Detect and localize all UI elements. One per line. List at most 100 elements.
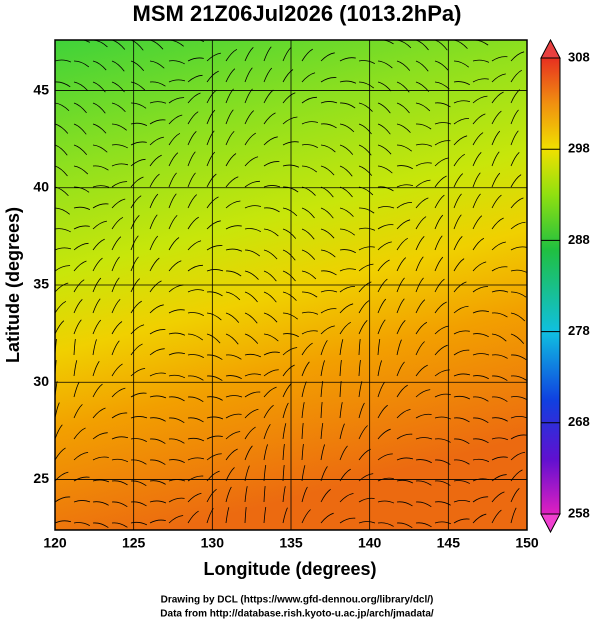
- streamline: [358, 263, 374, 272]
- streamline: [377, 428, 391, 440]
- streamline: [55, 207, 70, 215]
- streamline: [225, 68, 236, 83]
- streamline: [130, 392, 147, 398]
- streamline: [92, 383, 103, 398]
- streamline: [339, 268, 357, 272]
- streamline: [168, 193, 177, 209]
- streamline: [358, 497, 375, 503]
- streamline: [244, 333, 259, 344]
- streamline: [358, 338, 361, 356]
- x-axis-label: Longitude (degrees): [203, 559, 376, 579]
- streamline: [358, 207, 375, 214]
- y-axis-label: Latitude (degrees): [3, 207, 23, 363]
- streamline: [73, 427, 86, 440]
- streamline: [301, 249, 316, 260]
- streamline: [301, 165, 318, 173]
- streamline: [453, 173, 464, 188]
- streamline: [415, 197, 429, 209]
- streamline: [149, 173, 160, 188]
- streamline: [358, 123, 372, 135]
- streamline: [225, 153, 237, 167]
- streamline: [491, 73, 506, 83]
- streamline: [491, 333, 507, 342]
- streamline: [320, 101, 338, 104]
- streamline: [453, 60, 470, 68]
- streamline: [472, 215, 483, 230]
- streamline: [415, 235, 425, 251]
- streamline: [453, 459, 470, 465]
- streamline: [73, 81, 88, 91]
- streamline: [301, 186, 316, 196]
- streamline: [377, 224, 394, 230]
- streamline: [55, 265, 71, 272]
- streamline: [491, 56, 508, 62]
- streamline: [225, 431, 241, 440]
- streamline: [244, 67, 253, 83]
- streamline: [264, 40, 265, 41]
- streamline: [415, 321, 428, 335]
- streamline: [111, 198, 126, 209]
- streamline: [73, 500, 91, 503]
- streamline: [530, 487, 534, 502]
- streamline: [510, 246, 527, 251]
- streamline: [55, 59, 72, 63]
- streamline: [415, 277, 424, 293]
- streamline: [358, 246, 375, 251]
- streamline: [244, 353, 262, 358]
- streamline: [377, 165, 393, 174]
- streamline: [92, 203, 109, 209]
- streamline: [111, 387, 126, 398]
- streamline: [55, 496, 71, 503]
- streamline: [510, 312, 526, 322]
- streamline: [226, 40, 227, 41]
- streamline: [472, 417, 489, 424]
- streamline: [301, 330, 318, 335]
- colorbar-bottom: [540, 513, 561, 534]
- streamline: [73, 339, 76, 356]
- streamline: [187, 475, 204, 482]
- streamline: [320, 340, 328, 356]
- streamline: [188, 40, 205, 42]
- streamline: [396, 102, 410, 114]
- streamline: [187, 333, 204, 341]
- colorbar-tick-label: 258: [568, 505, 590, 520]
- streamline: [453, 395, 471, 400]
- streamline: [92, 277, 102, 293]
- streamline: [187, 74, 203, 83]
- streamline: [168, 114, 183, 125]
- streamline: [55, 186, 69, 196]
- streamline: [149, 519, 166, 524]
- streamline: [453, 480, 470, 484]
- streamline: [358, 60, 375, 64]
- streamline: [168, 60, 185, 65]
- streamline: [530, 68, 538, 82]
- streamline: [206, 291, 223, 297]
- streamline: [472, 396, 489, 402]
- streamline: [73, 279, 85, 293]
- streamline: [130, 416, 148, 419]
- streamline: [491, 474, 507, 482]
- streamline: [130, 141, 147, 146]
- streamline: [149, 459, 166, 465]
- streamline: [472, 172, 481, 188]
- streamline: [320, 52, 335, 62]
- streamline: [358, 281, 372, 293]
- x-tick-label: 130: [201, 535, 225, 551]
- streamline: [301, 291, 318, 298]
- streamline: [415, 60, 429, 72]
- title: MSM 21Z06Jul2026 (1013.2hPa): [133, 1, 462, 26]
- streamline: [510, 434, 527, 440]
- streamline: [149, 101, 167, 104]
- streamline: [111, 501, 128, 508]
- streamline: [187, 396, 204, 403]
- streamline: [149, 304, 164, 314]
- streamline: [130, 102, 147, 109]
- streamline: [415, 162, 432, 167]
- streamline: [73, 242, 89, 251]
- streamline: [130, 195, 142, 209]
- streamline: [149, 81, 166, 87]
- streamline: [321, 40, 322, 41]
- streamline: [263, 404, 274, 419]
- streamline: [301, 270, 317, 280]
- streamline: [415, 256, 424, 272]
